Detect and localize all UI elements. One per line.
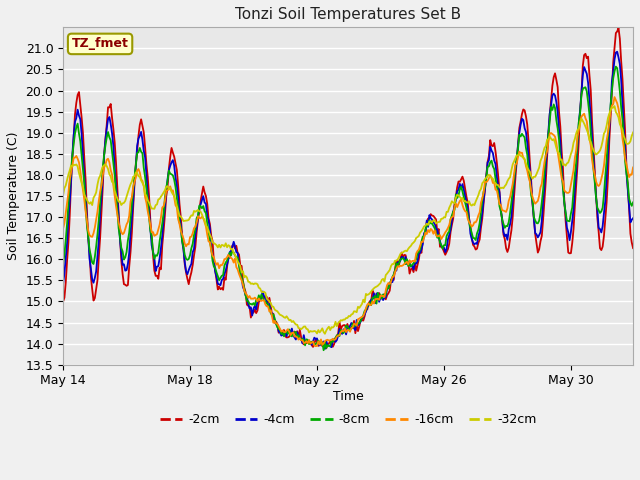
-2cm [583,55,591,61]
-16cm [629,165,637,170]
-32cm [629,130,637,135]
-32cm [391,258,399,264]
-2cm [60,299,67,304]
-4cm [511,167,519,173]
-32cm [321,331,329,336]
Line: -2cm: -2cm [63,28,633,348]
Y-axis label: Soil Temperature (C): Soil Temperature (C) [7,132,20,260]
-8cm [456,186,463,192]
-4cm [500,229,508,235]
-8cm [60,261,67,267]
-2cm [629,245,637,251]
-2cm [511,176,519,181]
-16cm [391,269,399,275]
-2cm [500,232,508,238]
-16cm [500,208,508,214]
-32cm [60,192,67,198]
-2cm [323,346,330,351]
-8cm [391,268,399,274]
-2cm [103,122,111,128]
-8cm [612,64,620,70]
Line: -4cm: -4cm [63,52,633,349]
-4cm [321,346,329,352]
-8cm [320,348,328,353]
X-axis label: Time: Time [333,390,364,403]
Title: Tonzi Soil Temperatures Set B: Tonzi Soil Temperatures Set B [235,7,461,22]
-8cm [511,166,519,172]
-2cm [456,179,463,185]
Text: TZ_fmet: TZ_fmet [72,37,129,50]
-2cm [614,25,622,31]
-4cm [583,71,591,77]
-8cm [629,200,637,205]
Line: -8cm: -8cm [63,67,633,350]
-2cm [391,266,399,272]
-32cm [456,194,463,200]
-32cm [500,185,508,191]
-4cm [103,125,111,131]
-4cm [456,181,463,187]
Legend: -2cm, -4cm, -8cm, -16cm, -32cm: -2cm, -4cm, -8cm, -16cm, -32cm [154,408,541,431]
Line: -16cm: -16cm [63,97,633,346]
-4cm [629,216,637,221]
-8cm [583,88,591,94]
-16cm [312,343,319,349]
-32cm [611,103,618,109]
-32cm [583,127,591,132]
-32cm [103,163,111,169]
-16cm [456,198,463,204]
-4cm [60,281,67,287]
-16cm [583,119,591,124]
-8cm [103,135,111,141]
-16cm [511,162,519,168]
-16cm [611,94,618,100]
-4cm [391,267,399,273]
-8cm [500,221,508,227]
-32cm [511,155,519,161]
Line: -32cm: -32cm [63,106,633,334]
-4cm [613,49,621,55]
-16cm [103,157,111,163]
-16cm [60,226,67,231]
